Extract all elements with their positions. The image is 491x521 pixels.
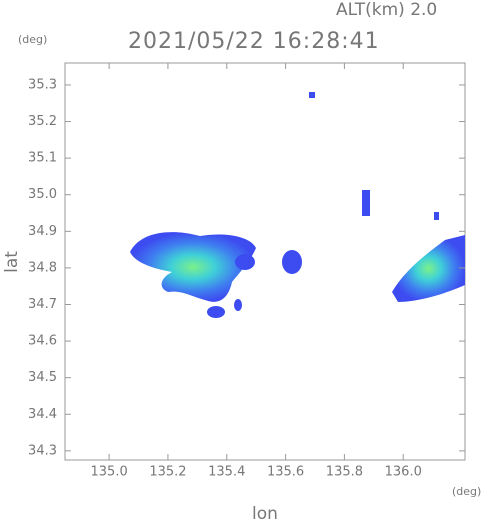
altitude-label: ALT(km) 2.0	[336, 0, 437, 20]
y-tick-label: 35.2	[28, 114, 57, 129]
chart-title: 2021/05/22 16:28:41	[128, 29, 380, 54]
x-axis-label: lon	[252, 504, 278, 521]
y-tick-label: 34.3	[28, 443, 57, 458]
y-tick-label: 34.9	[28, 224, 57, 239]
y-tick-label: 34.7	[28, 297, 57, 312]
x-tick-label: 135.8	[326, 465, 363, 480]
x-tick-label: 135.0	[91, 465, 128, 480]
y-unit: (deg)	[18, 33, 47, 46]
x-tick-label: 136.0	[385, 465, 422, 480]
y-tick-label: 35.0	[28, 187, 57, 202]
x-unit: (deg)	[452, 485, 481, 498]
plot-frame	[64, 62, 466, 461]
x-tick-label: 135.4	[208, 465, 245, 480]
x-tick-label: 135.6	[267, 465, 304, 480]
y-tick-label: 34.5	[28, 370, 57, 385]
y-tick-label: 34.6	[28, 334, 57, 349]
y-tick-label: 34.4	[28, 407, 57, 422]
y-tick-label: 35.3	[28, 77, 57, 92]
y-tick-label: 34.8	[28, 260, 57, 275]
radar-echo	[130, 92, 465, 318]
y-axis-label: lat	[2, 251, 22, 273]
x-tick-label: 135.2	[149, 465, 186, 480]
y-tick-label: 35.1	[28, 151, 57, 166]
